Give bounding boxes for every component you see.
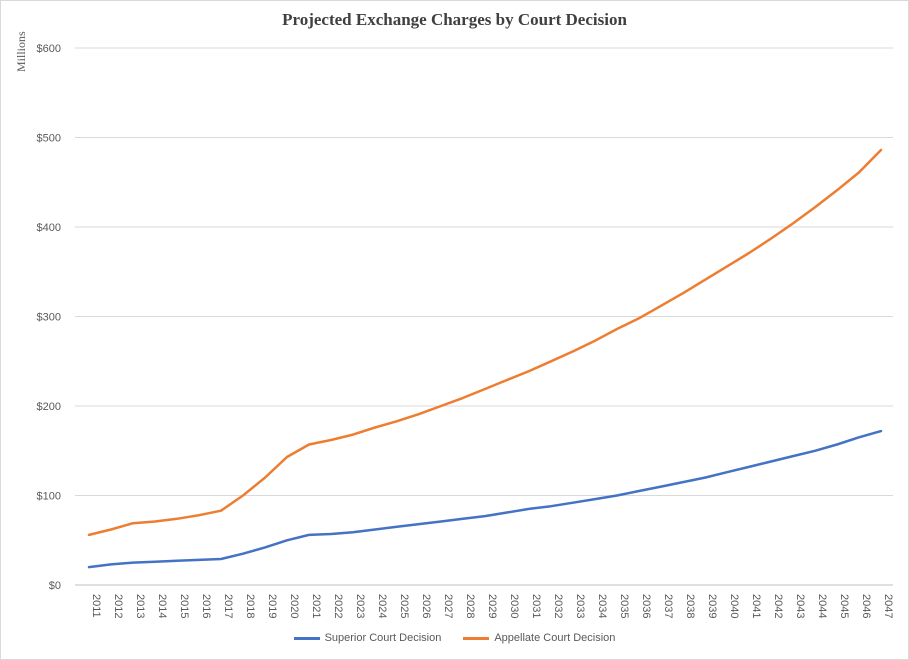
x-tick-label: 2037	[662, 594, 674, 618]
legend: Superior Court Decision Appellate Court …	[0, 632, 909, 644]
x-tick-label: 2042	[772, 594, 784, 618]
y-tick-label: $400	[37, 222, 61, 234]
series-line-superior	[87, 429, 883, 569]
x-tick-label: 2033	[574, 594, 586, 618]
legend-label-appellate: Appellate Court Decision	[494, 632, 616, 644]
legend-item-superior: Superior Court Decision	[293, 632, 442, 644]
x-tick-label: 2039	[706, 594, 718, 618]
y-tick-label: $600	[37, 43, 61, 55]
x-tick-label: 2020	[288, 594, 300, 618]
x-tick-label: 2034	[596, 594, 608, 618]
x-tick-label: 2029	[486, 594, 498, 618]
x-tick-label: 2017	[222, 594, 234, 618]
y-tick-label: $300	[37, 312, 61, 324]
x-tick-label: 2041	[750, 594, 762, 618]
x-tick-label: 2046	[860, 594, 872, 618]
x-tick-label: 2018	[244, 594, 256, 618]
y-tick-label: $100	[37, 491, 61, 503]
x-tick-label: 2036	[640, 594, 652, 618]
series-line-appellate	[87, 148, 883, 537]
x-tick-label: 2025	[398, 594, 410, 618]
x-tick-label: 2028	[464, 594, 476, 618]
x-tick-label: 2016	[200, 594, 212, 618]
x-tick-label: 2031	[530, 594, 542, 618]
x-tick-label: 2013	[134, 594, 146, 618]
x-tick-label: 2011	[90, 594, 102, 618]
x-tick-label: 2040	[728, 594, 740, 618]
legend-label-superior: Superior Court Decision	[324, 632, 442, 644]
y-tick-label: $0	[49, 580, 61, 592]
x-tick-label: 2043	[794, 594, 806, 618]
x-tick-label: 2038	[684, 594, 696, 618]
x-tick-label: 2024	[376, 594, 388, 618]
x-tick-label: 2030	[508, 594, 520, 618]
legend-swatch-superior	[293, 636, 320, 640]
x-tick-label: 2035	[618, 594, 630, 618]
legend-swatch-appellate	[463, 636, 490, 640]
x-tick-label: 2021	[310, 594, 322, 618]
x-tick-label: 2015	[178, 594, 190, 618]
y-tick-label: $500	[37, 133, 61, 145]
x-tick-label: 2047	[882, 594, 894, 618]
x-tick-label: 2023	[354, 594, 366, 618]
y-tick-label: $200	[37, 401, 61, 413]
x-tick-label: 2014	[156, 594, 168, 618]
x-tick-label: 2012	[112, 594, 124, 618]
legend-item-appellate: Appellate Court Decision	[463, 632, 615, 644]
x-tick-label: 2044	[816, 594, 828, 618]
chart-title: Projected Exchange Charges by Court Deci…	[282, 10, 627, 29]
x-tick-label: 2032	[552, 594, 564, 618]
x-tick-label: 2022	[332, 594, 344, 618]
x-tick-label: 2026	[420, 594, 432, 618]
x-tick-label: 2045	[838, 594, 850, 618]
x-tick-label: 2019	[266, 594, 278, 618]
x-tick-label: 2027	[442, 594, 454, 618]
